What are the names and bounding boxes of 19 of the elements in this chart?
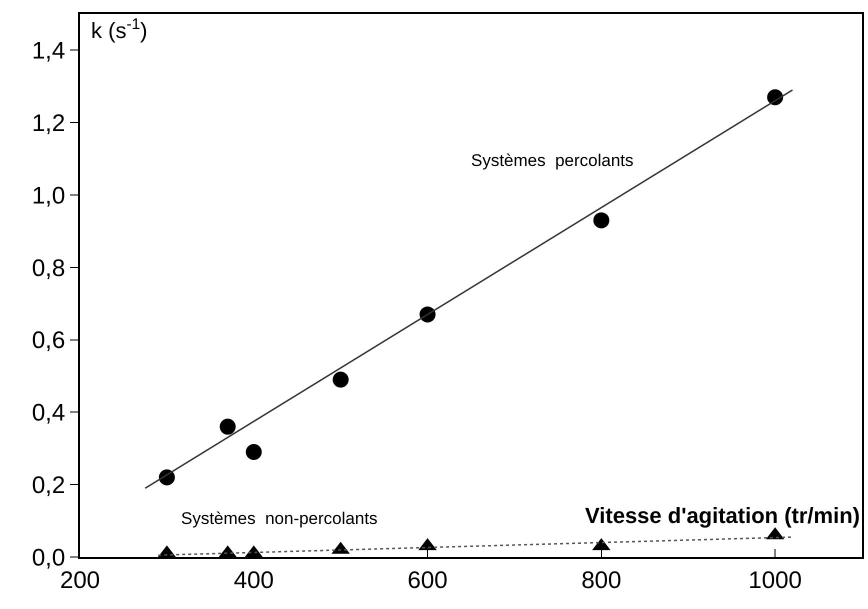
- y-tick-label: 1,0: [32, 182, 66, 210]
- x-tick-label: 400: [234, 566, 274, 594]
- y-axis-title: k (s$^{-1}$): [91, 16, 148, 44]
- point: [246, 444, 262, 460]
- series-label: Systèmes percolants: [471, 151, 634, 170]
- x-axis-title: Vitesse d'agitation (tr/min): [585, 503, 860, 528]
- x-tick-label: 1000: [748, 566, 802, 594]
- series-label: Systèmes non-percolants: [181, 509, 378, 528]
- x-tick-label: 600: [408, 566, 448, 594]
- y-tick-label: 0,2: [32, 472, 66, 499]
- point: [593, 212, 610, 228]
- point: [220, 418, 236, 435]
- y-tick-label: 1,4: [32, 38, 66, 65]
- y-tick-label: 0,8: [32, 254, 66, 282]
- y-tick-label: 0,6: [32, 327, 66, 354]
- y-tick-label: 1,2: [32, 110, 66, 137]
- y-tick-label: 0,4: [32, 400, 66, 427]
- point: [332, 372, 349, 388]
- x-tick-label: 800: [581, 566, 622, 594]
